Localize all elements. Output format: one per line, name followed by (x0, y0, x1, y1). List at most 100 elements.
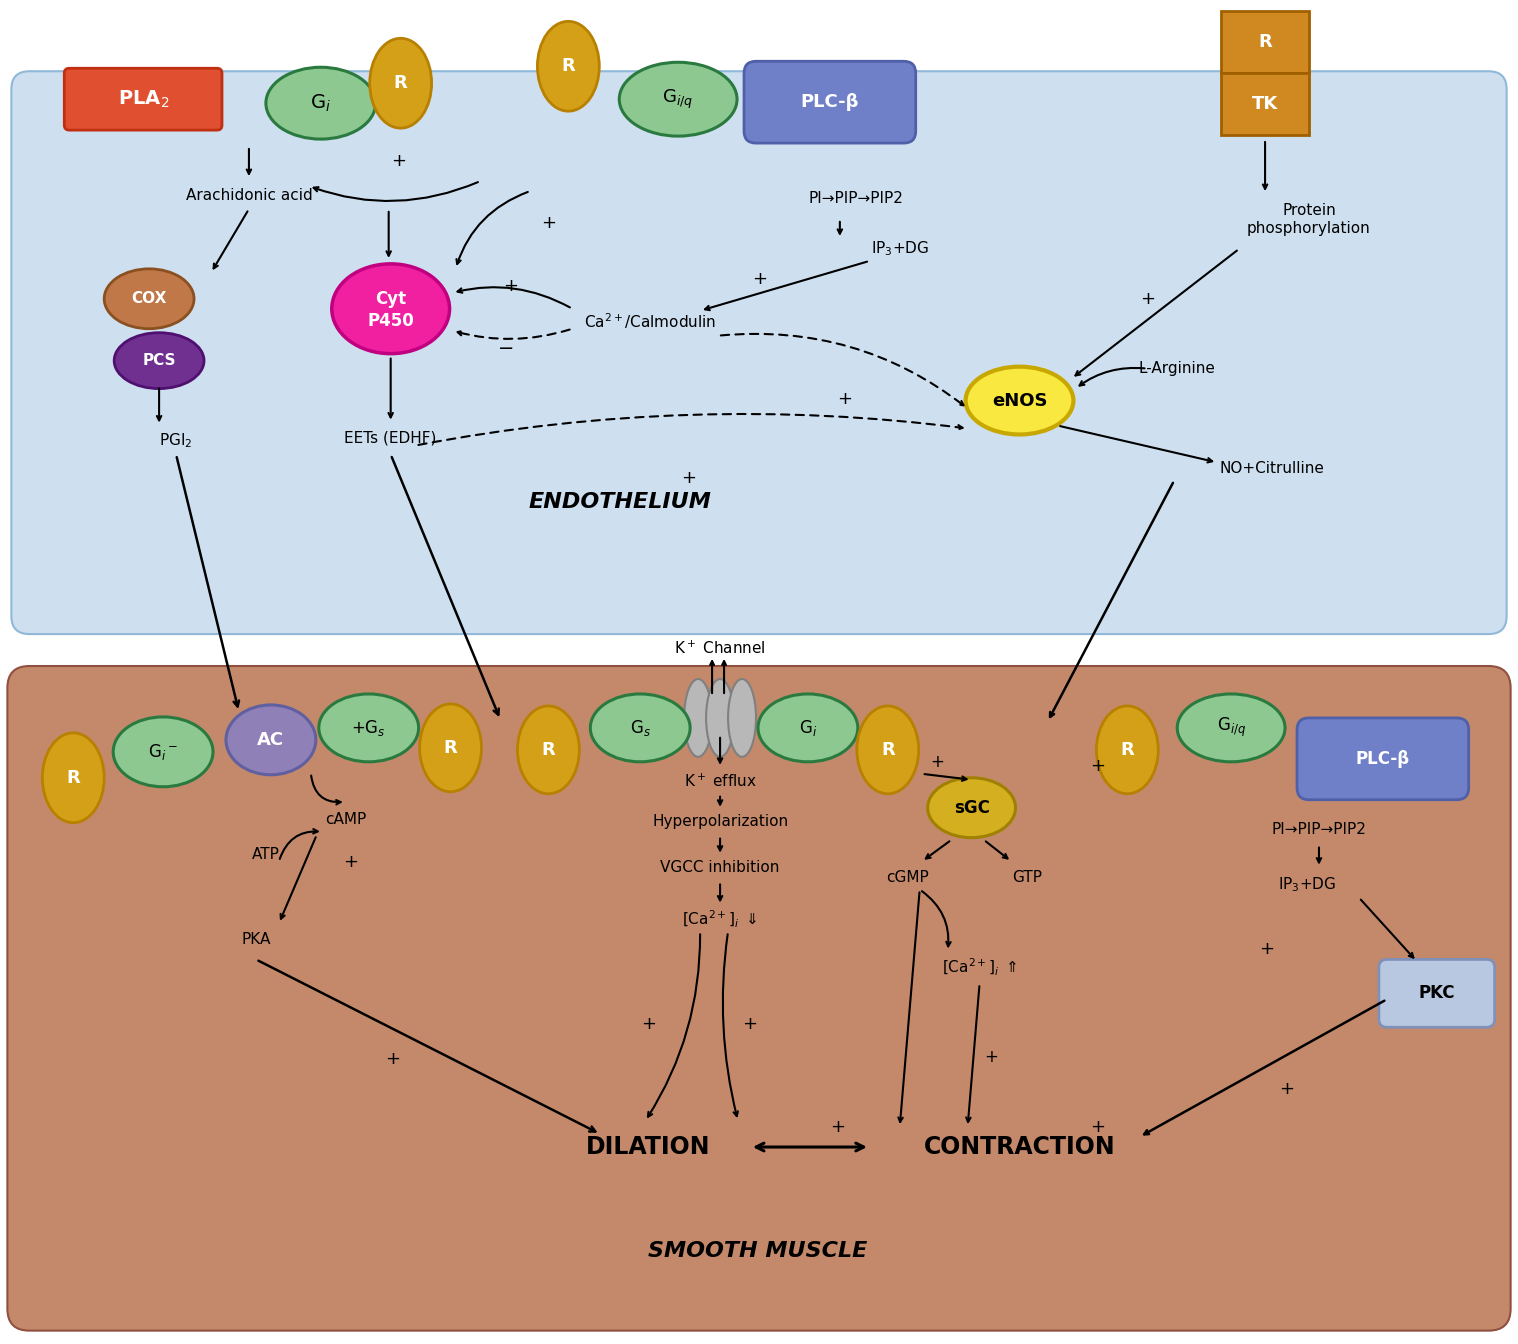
Text: ENDOTHELIUM: ENDOTHELIUM (528, 492, 712, 512)
Text: R: R (67, 769, 80, 786)
Text: +: + (1140, 290, 1155, 308)
Text: IP$_3$+DG: IP$_3$+DG (1278, 875, 1336, 894)
Ellipse shape (706, 679, 735, 757)
Text: PI→PIP→PIP2: PI→PIP→PIP2 (809, 191, 903, 207)
Text: GTP: GTP (1013, 870, 1043, 886)
Ellipse shape (419, 704, 481, 792)
Text: sGC: sGC (953, 798, 990, 817)
Text: −: − (498, 339, 515, 358)
FancyBboxPatch shape (8, 667, 1510, 1331)
FancyBboxPatch shape (1296, 718, 1469, 800)
Text: +: + (343, 852, 358, 871)
Text: +: + (502, 277, 518, 294)
Ellipse shape (1096, 706, 1158, 794)
Text: +G$_s$: +G$_s$ (351, 718, 386, 738)
Text: PLC-β: PLC-β (800, 93, 859, 112)
Text: +: + (931, 753, 944, 771)
Text: +: + (985, 1048, 999, 1066)
Ellipse shape (226, 706, 316, 774)
Text: G$_i$: G$_i$ (310, 93, 331, 114)
Text: +: + (1260, 941, 1275, 958)
Ellipse shape (43, 732, 105, 823)
Ellipse shape (1178, 694, 1286, 762)
Text: G$_{i/q}$: G$_{i/q}$ (1216, 716, 1246, 739)
Text: DILATION: DILATION (586, 1136, 710, 1159)
FancyBboxPatch shape (64, 69, 222, 130)
Text: PKC: PKC (1418, 984, 1456, 1003)
Text: PKA: PKA (241, 931, 270, 948)
Ellipse shape (319, 694, 419, 762)
Ellipse shape (518, 706, 580, 794)
Text: PLC-β: PLC-β (1356, 750, 1410, 767)
Text: NO+Citrulline: NO+Citrulline (1219, 461, 1324, 476)
Text: G$_s$: G$_s$ (630, 718, 651, 738)
Text: Ca$^{2+}$/Calmodulin: Ca$^{2+}$/Calmodulin (584, 310, 716, 331)
Ellipse shape (114, 333, 203, 388)
FancyBboxPatch shape (744, 62, 915, 142)
Ellipse shape (591, 694, 691, 762)
Ellipse shape (332, 263, 449, 353)
Text: G$_i$: G$_i$ (798, 718, 817, 738)
Text: COX: COX (132, 292, 167, 306)
Text: +: + (838, 390, 852, 407)
Text: PCS: PCS (143, 353, 176, 368)
Text: VGCC inhibition: VGCC inhibition (660, 860, 780, 875)
Bar (1220, 73, 1309, 136)
Ellipse shape (757, 694, 858, 762)
Ellipse shape (965, 367, 1073, 434)
Text: R: R (443, 739, 457, 757)
Text: IP$_3$+DG: IP$_3$+DG (871, 239, 929, 258)
Text: K$^+$ Channel: K$^+$ Channel (674, 640, 767, 657)
Text: +: + (641, 1015, 656, 1034)
Text: Arachidonic acid: Arachidonic acid (185, 188, 313, 203)
Text: TK: TK (1252, 95, 1278, 113)
Text: Protein: Protein (1283, 203, 1336, 219)
Text: SMOOTH MUSCLE: SMOOTH MUSCLE (648, 1241, 868, 1261)
Ellipse shape (370, 39, 431, 128)
Text: +: + (680, 469, 695, 488)
Bar (1220, 11, 1309, 73)
Text: AC: AC (258, 731, 284, 749)
Text: G$_{i/q}$: G$_{i/q}$ (662, 87, 694, 110)
Text: +: + (1090, 757, 1105, 774)
Text: R: R (562, 58, 575, 75)
Ellipse shape (856, 706, 918, 794)
Text: K$^+$ efflux: K$^+$ efflux (683, 773, 756, 790)
Text: cAMP: cAMP (325, 812, 366, 827)
Text: R: R (880, 741, 894, 759)
Text: PLA$_2$: PLA$_2$ (117, 89, 168, 110)
Text: G$_i$$^-$: G$_i$$^-$ (149, 742, 178, 762)
Text: +: + (1090, 1118, 1105, 1136)
FancyBboxPatch shape (11, 71, 1507, 634)
Text: +: + (753, 270, 768, 288)
Text: +: + (830, 1118, 846, 1136)
Text: R: R (393, 74, 407, 93)
Text: ATP: ATP (252, 847, 279, 862)
Text: [Ca$^{2+}$]$_i$ $\Uparrow$: [Ca$^{2+}$]$_i$ $\Uparrow$ (941, 957, 1017, 978)
Text: P450: P450 (367, 312, 414, 329)
Text: phosphorylation: phosphorylation (1248, 222, 1371, 237)
Text: EETs (EDHF): EETs (EDHF) (345, 431, 437, 446)
Text: PGI$_2$: PGI$_2$ (159, 431, 193, 450)
Text: eNOS: eNOS (991, 391, 1047, 410)
Text: +: + (386, 1050, 401, 1068)
Text: L-Arginine: L-Arginine (1138, 362, 1216, 376)
Text: R: R (542, 741, 556, 759)
Text: +: + (742, 1015, 757, 1034)
Text: Cyt: Cyt (375, 290, 407, 308)
Text: R: R (1258, 34, 1272, 51)
Ellipse shape (685, 679, 712, 757)
Text: R: R (1120, 741, 1134, 759)
Text: [Ca$^{2+}$]$_i$ $\Downarrow$: [Ca$^{2+}$]$_i$ $\Downarrow$ (682, 909, 757, 930)
FancyBboxPatch shape (1378, 960, 1495, 1027)
Ellipse shape (729, 679, 756, 757)
Text: PI→PIP→PIP2: PI→PIP→PIP2 (1272, 823, 1366, 837)
Ellipse shape (114, 716, 213, 786)
Ellipse shape (537, 22, 600, 112)
Ellipse shape (266, 67, 375, 138)
Ellipse shape (105, 269, 194, 329)
Text: CONTRACTION: CONTRACTION (924, 1136, 1116, 1159)
Text: +: + (540, 214, 556, 233)
Text: +: + (1280, 1081, 1295, 1098)
Text: Hyperpolarization: Hyperpolarization (653, 814, 788, 829)
